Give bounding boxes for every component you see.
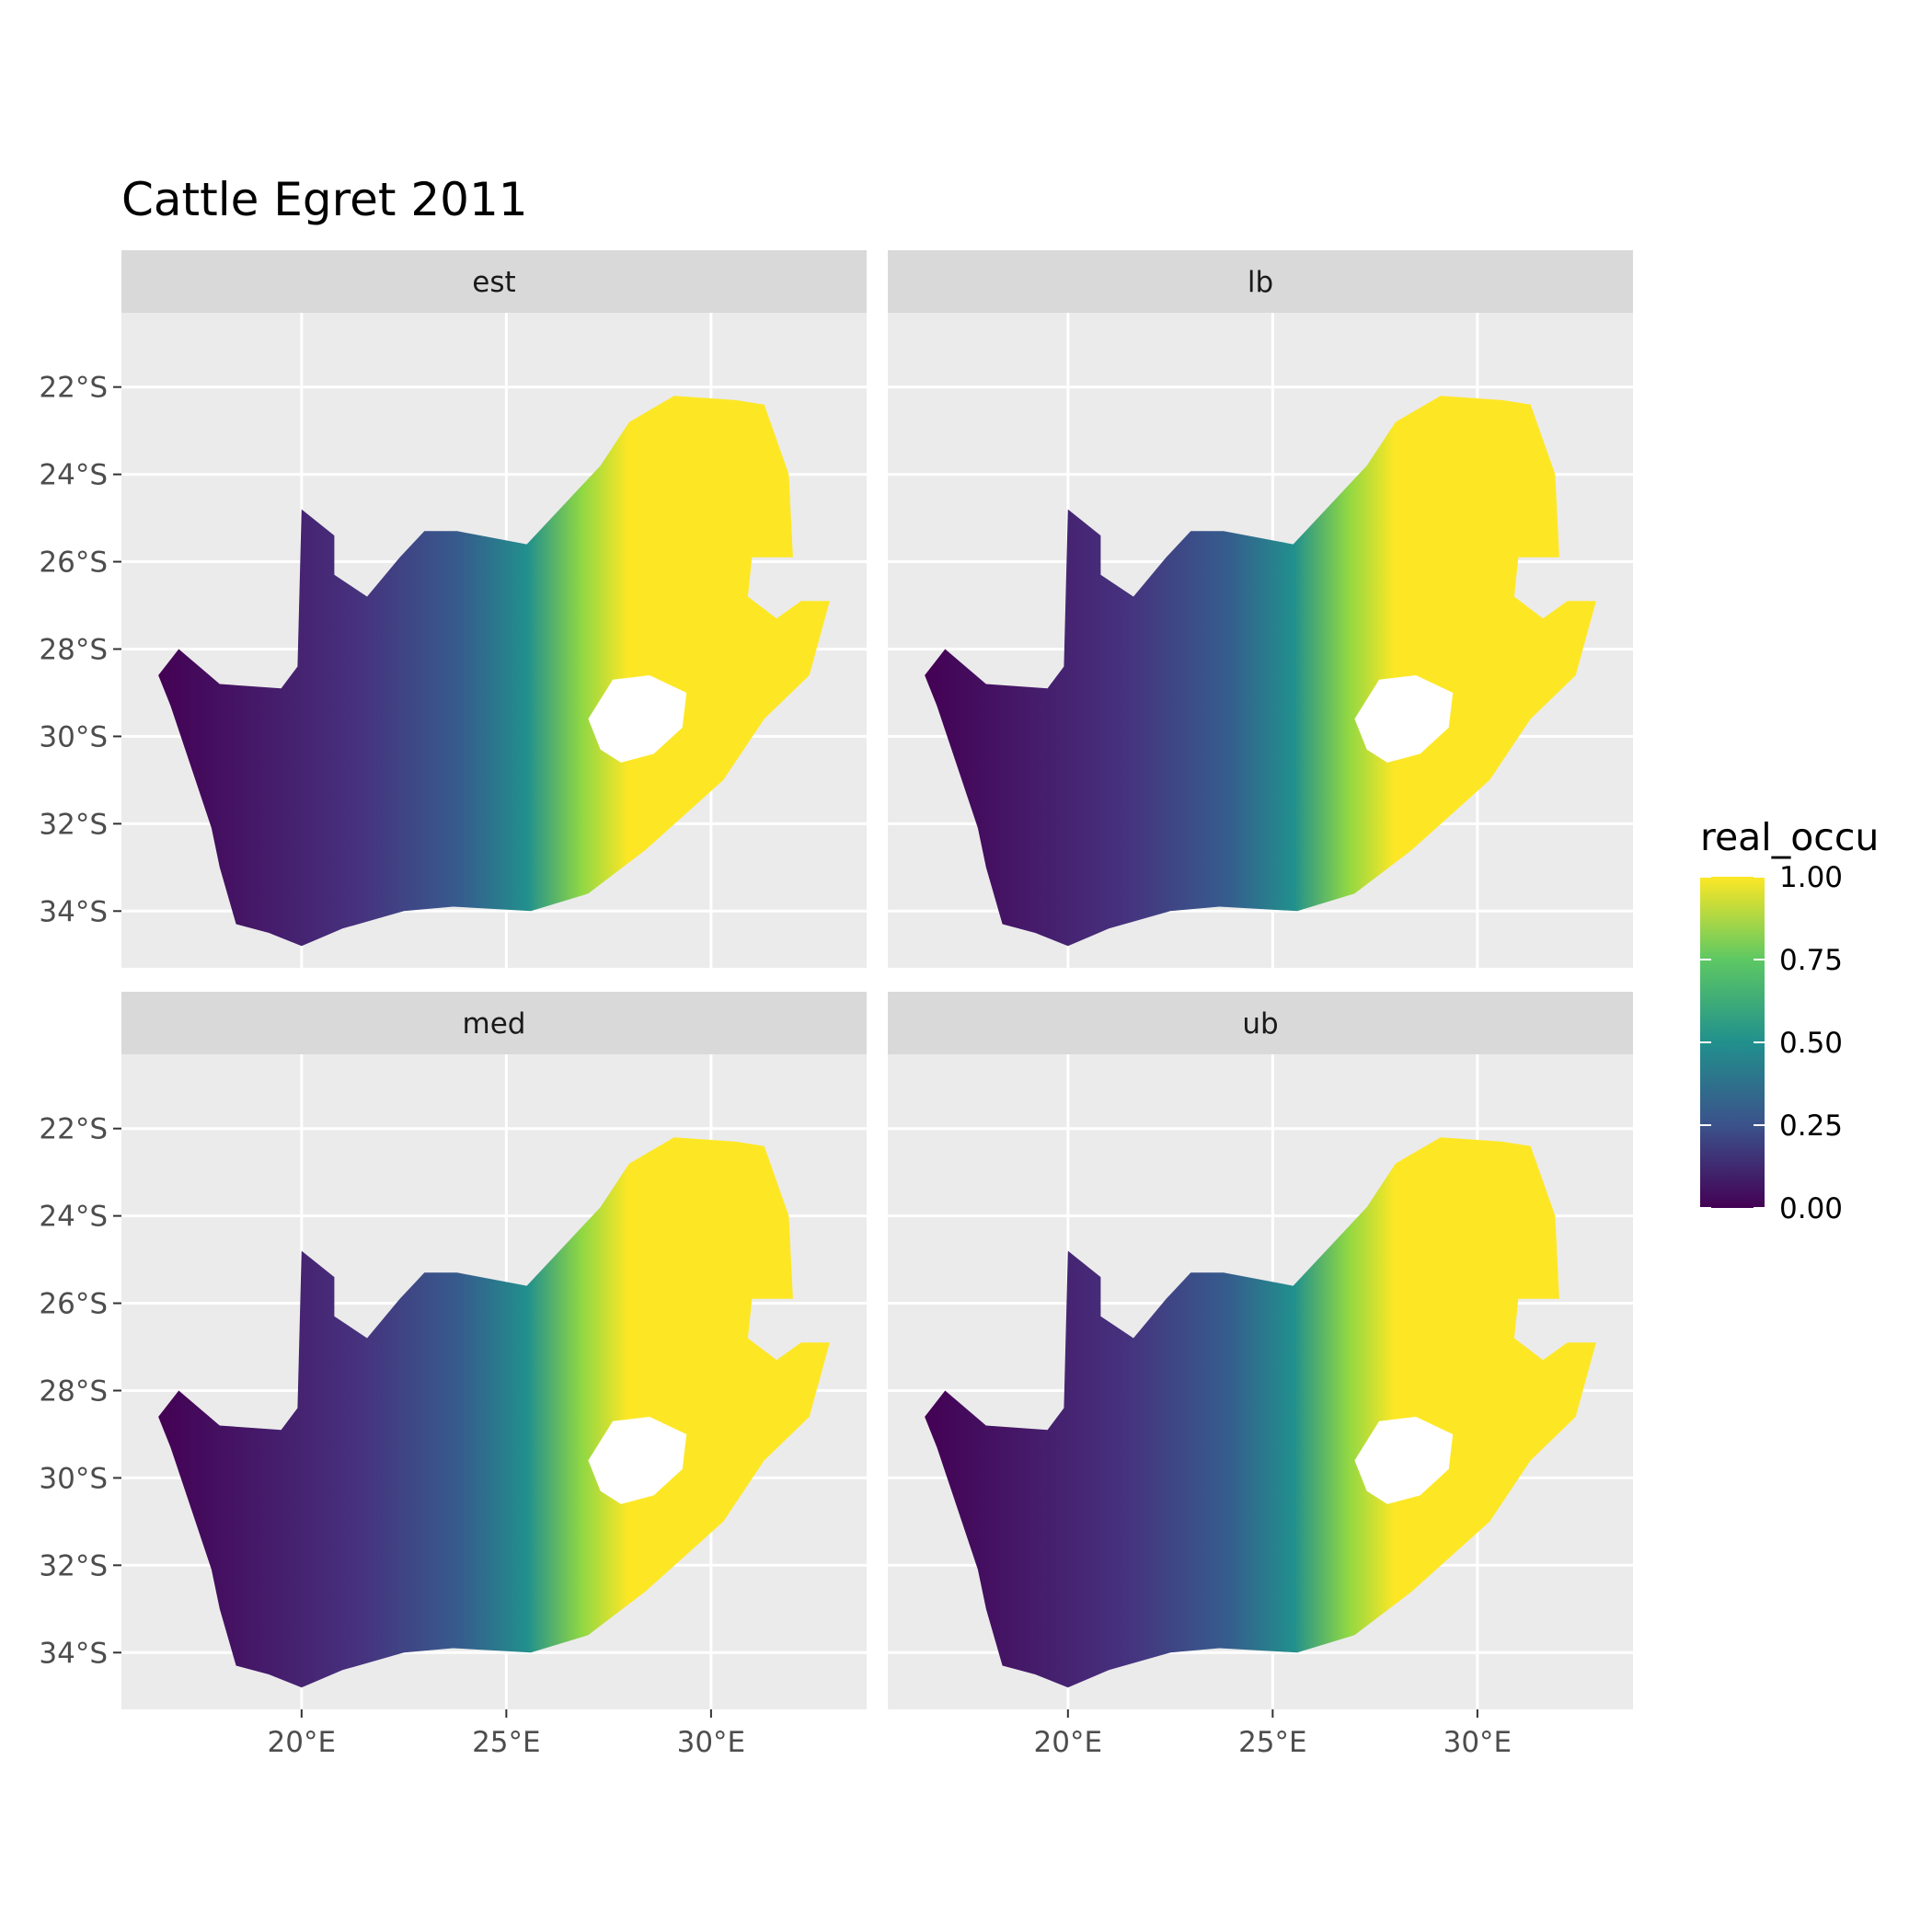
strip-est — [121, 250, 867, 313]
chart-title: Cattle Egret 2011 — [121, 173, 528, 226]
legend-ticks: 1.00 0.75 0.50 0.25 0.00 — [1700, 861, 1843, 1225]
legend: real_occu 1.00 0.75 0.50 0.25 0.00 — [1700, 815, 1879, 1225]
panel-lb: lb — [888, 250, 1633, 968]
legend-tick-label: 0.25 — [1779, 1110, 1843, 1143]
no-data-region — [588, 675, 687, 763]
y-tick-label: 26°S — [39, 1288, 108, 1321]
no-data-region — [588, 1417, 687, 1504]
strip-med — [121, 992, 867, 1054]
occupancy-raster — [925, 1137, 1596, 1688]
legend-tick-label: 0.75 — [1779, 944, 1843, 977]
y-tick-label: 24°S — [39, 1201, 108, 1234]
y-tick-label: 24°S — [39, 459, 108, 492]
legend-tick-label: 0.50 — [1779, 1027, 1843, 1060]
panel-est: est — [121, 250, 867, 968]
legend-title: real_occu — [1700, 815, 1879, 859]
y-tick-label: 30°S — [39, 720, 108, 753]
panel-ub: ub — [888, 992, 1633, 1709]
legend-tick-label: 0.00 — [1779, 1192, 1843, 1225]
y-tick-label: 28°S — [39, 633, 108, 666]
occupancy-raster — [158, 1137, 830, 1688]
x-tick-label: 25°E — [1238, 1726, 1307, 1759]
y-tick-label: 22°S — [39, 1113, 108, 1146]
y-tick-label: 34°S — [39, 1637, 108, 1670]
panel-med: med — [121, 992, 867, 1709]
no-data-region — [1354, 1417, 1454, 1504]
x-tick-label: 25°E — [472, 1726, 541, 1759]
x-tick-label: 20°E — [268, 1726, 337, 1759]
x-tick-label: 30°E — [1443, 1726, 1512, 1759]
strip-label: med — [463, 1007, 526, 1041]
no-data-region — [1354, 675, 1454, 763]
y-tick-label: 30°S — [39, 1462, 108, 1495]
legend-tick-label: 1.00 — [1779, 861, 1843, 894]
y-tick-label: 22°S — [39, 372, 108, 405]
y-axes: 22°S 24°S 26°S 28°S 30°S 32°S 34°S 22°S 24°S 26°S… — [39, 372, 121, 1670]
x-tick-label: 30°E — [677, 1726, 746, 1759]
strip-label: ub — [1242, 1007, 1278, 1041]
x-tick-label: 20°E — [1034, 1726, 1103, 1759]
strip-label: est — [472, 266, 515, 299]
occupancy-raster — [158, 396, 830, 947]
y-tick-label: 28°S — [39, 1374, 108, 1408]
occupancy-raster — [925, 396, 1596, 947]
facet-panels: est lb med ub — [121, 250, 1633, 1709]
x-axes: 20°E 25°E 30°E 20°E 25°E 30°E — [268, 1709, 1512, 1759]
strip-ub — [888, 992, 1633, 1054]
strip-lb — [888, 250, 1633, 313]
y-tick-label: 34°S — [39, 895, 108, 928]
y-tick-label: 32°S — [39, 808, 108, 841]
y-tick-label: 32°S — [39, 1549, 108, 1582]
strip-label: lb — [1248, 266, 1273, 299]
y-tick-label: 26°S — [39, 546, 108, 580]
